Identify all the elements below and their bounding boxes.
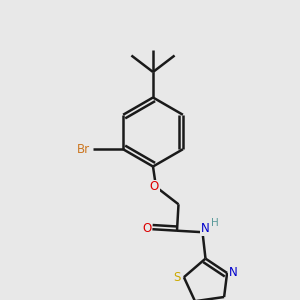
Text: O: O: [150, 180, 159, 194]
Text: S: S: [174, 271, 181, 284]
Text: N: N: [229, 266, 238, 280]
Text: O: O: [142, 222, 152, 235]
Text: H: H: [211, 218, 219, 228]
Text: N: N: [200, 222, 209, 235]
Text: Br: Br: [77, 143, 90, 156]
